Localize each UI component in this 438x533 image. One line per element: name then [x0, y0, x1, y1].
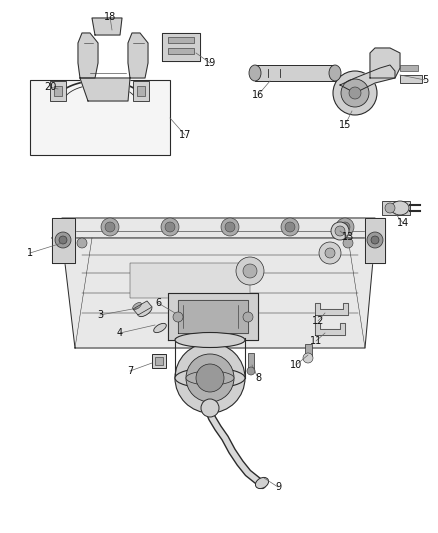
- Circle shape: [225, 222, 234, 232]
- Bar: [399, 65, 417, 71]
- Text: 1: 1: [27, 248, 33, 258]
- Text: 6: 6: [155, 298, 161, 308]
- Polygon shape: [162, 33, 200, 61]
- Circle shape: [220, 218, 238, 236]
- Polygon shape: [62, 238, 374, 348]
- Text: 10: 10: [289, 360, 301, 370]
- Circle shape: [165, 222, 175, 232]
- Ellipse shape: [132, 302, 141, 310]
- Circle shape: [105, 222, 115, 232]
- Circle shape: [195, 364, 223, 392]
- Ellipse shape: [175, 368, 244, 388]
- Polygon shape: [339, 65, 394, 93]
- Circle shape: [318, 242, 340, 264]
- Text: 17: 17: [178, 130, 191, 140]
- Bar: [247, 353, 254, 371]
- Bar: [30, 80, 170, 155]
- Circle shape: [324, 248, 334, 258]
- Polygon shape: [52, 218, 384, 238]
- Text: 15: 15: [338, 120, 350, 130]
- Circle shape: [384, 203, 394, 213]
- Polygon shape: [78, 33, 98, 78]
- Ellipse shape: [255, 478, 268, 489]
- Text: 8: 8: [254, 373, 261, 383]
- Ellipse shape: [328, 65, 340, 81]
- Text: 5: 5: [421, 75, 427, 85]
- Text: 3: 3: [97, 310, 103, 320]
- Polygon shape: [314, 323, 344, 335]
- Circle shape: [339, 222, 349, 232]
- Bar: [168, 48, 194, 54]
- Bar: [152, 354, 166, 368]
- Circle shape: [59, 236, 67, 244]
- Circle shape: [366, 232, 382, 248]
- Polygon shape: [80, 78, 130, 101]
- Circle shape: [348, 87, 360, 99]
- Circle shape: [335, 218, 353, 236]
- Ellipse shape: [248, 65, 261, 81]
- Bar: [130, 263, 249, 298]
- Circle shape: [161, 218, 179, 236]
- Circle shape: [370, 236, 378, 244]
- Bar: [168, 37, 194, 43]
- Bar: [50, 81, 66, 101]
- Circle shape: [332, 71, 376, 115]
- Polygon shape: [314, 303, 347, 315]
- Ellipse shape: [138, 305, 152, 317]
- Text: 4: 4: [117, 328, 123, 338]
- Circle shape: [280, 218, 298, 236]
- Polygon shape: [128, 33, 148, 78]
- Text: 12: 12: [311, 316, 323, 326]
- Ellipse shape: [153, 324, 166, 333]
- Circle shape: [175, 343, 244, 413]
- Bar: [54, 86, 62, 96]
- Circle shape: [173, 312, 183, 322]
- Bar: [254, 65, 334, 81]
- Polygon shape: [364, 218, 384, 263]
- Ellipse shape: [186, 371, 233, 385]
- Text: 13: 13: [341, 232, 353, 242]
- Circle shape: [77, 238, 87, 248]
- Circle shape: [342, 238, 352, 248]
- Circle shape: [236, 257, 263, 285]
- Circle shape: [330, 222, 348, 240]
- Circle shape: [243, 312, 252, 322]
- Circle shape: [284, 222, 294, 232]
- Ellipse shape: [390, 201, 408, 215]
- Circle shape: [55, 232, 71, 248]
- Polygon shape: [369, 48, 399, 78]
- Ellipse shape: [175, 333, 244, 348]
- Circle shape: [101, 218, 119, 236]
- Text: 14: 14: [396, 218, 408, 228]
- Polygon shape: [168, 293, 258, 340]
- Bar: [155, 357, 162, 365]
- Bar: [399, 75, 421, 83]
- Text: 9: 9: [274, 482, 280, 492]
- Text: 19: 19: [203, 58, 215, 68]
- Circle shape: [302, 353, 312, 363]
- Text: 18: 18: [104, 12, 116, 22]
- Text: 20: 20: [44, 82, 56, 92]
- Text: 16: 16: [251, 90, 264, 100]
- Circle shape: [186, 354, 233, 402]
- Circle shape: [247, 367, 254, 375]
- Text: 7: 7: [127, 366, 133, 376]
- Polygon shape: [177, 300, 247, 333]
- Bar: [304, 344, 311, 358]
- Circle shape: [340, 79, 368, 107]
- Polygon shape: [52, 218, 75, 263]
- Bar: [381, 201, 409, 215]
- Circle shape: [243, 264, 256, 278]
- Polygon shape: [133, 301, 152, 315]
- Text: 11: 11: [309, 336, 321, 346]
- Circle shape: [334, 226, 344, 236]
- Bar: [133, 81, 148, 101]
- Bar: [137, 86, 145, 96]
- Polygon shape: [92, 18, 122, 35]
- Circle shape: [201, 399, 219, 417]
